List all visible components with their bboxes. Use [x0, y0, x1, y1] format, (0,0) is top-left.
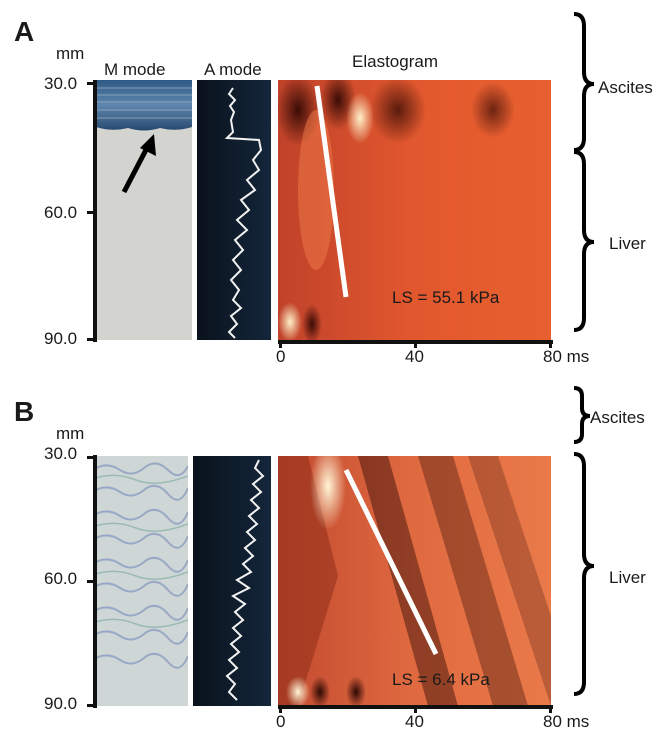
panel-a-arrow-icon — [121, 134, 156, 194]
panel-a-y-tick-label: 90.0 — [44, 329, 78, 348]
panel-b-unit-label: mm — [56, 424, 85, 443]
panel-b-x-tick-label: 80 ms — [543, 712, 590, 731]
panel-a-y-tick-label: 60.0 — [44, 203, 78, 222]
panel-a-x-tick-mark — [549, 340, 552, 348]
panel-a-letter: A — [14, 16, 35, 47]
panel-a-y-tick-label: 30.0 — [44, 74, 78, 93]
panel-b-x-tick-label: 40 — [405, 712, 424, 731]
panel-b-y-tick-label: 60.0 — [44, 569, 78, 588]
panel-a-x-tick-label: 80 ms — [543, 347, 590, 366]
panel-a-x-tick-mark — [279, 340, 282, 348]
panel-a-x-tick-label: 0 — [276, 347, 286, 366]
panel-a-m-mode-title: M mode — [104, 60, 166, 79]
panel-a-braces — [573, 12, 595, 332]
panel-b-x-tick-label: 0 — [276, 712, 286, 731]
panel-b-region-liver: Liver — [609, 568, 646, 587]
panel-a-x-tick-label: 40 — [405, 347, 424, 366]
panel-b-elastogram-image — [278, 456, 551, 706]
panel-b-y-tick-mark — [87, 704, 95, 707]
panel-b-x-tick-mark — [279, 705, 282, 713]
panel-a-unit-label: mm — [56, 44, 85, 63]
panel-a-elastogram-title: Elastogram — [352, 52, 438, 71]
panel-a-y-tick-mark — [87, 82, 95, 85]
panel-a-a-mode-title: A mode — [204, 60, 262, 79]
panel-a-y-tick-mark — [87, 338, 95, 341]
panel-b-m-mode-image — [96, 456, 188, 706]
panel-b-braces — [573, 386, 595, 696]
panel-a-m-mode-image — [96, 80, 192, 340]
panel-a-y-axis — [93, 80, 97, 342]
panel-b-letter: B — [14, 396, 35, 427]
panel-a-region-ascites: Ascites — [598, 78, 653, 97]
panel-b-x-tick-mark — [414, 705, 417, 713]
panel-a-region-liver: Liver — [609, 234, 646, 253]
panel-a-ls-label: LS = 55.1 kPa — [392, 288, 500, 307]
panel-b-ls-label: LS = 6.4 kPa — [392, 670, 490, 689]
panel-b-x-tick-mark — [549, 705, 552, 713]
panel-a-a-mode-image — [197, 80, 271, 340]
panel-b-region-ascites: Ascites — [590, 408, 645, 427]
panel-b-y-tick-label: 90.0 — [44, 694, 78, 713]
panel-b-a-mode-image — [193, 456, 271, 706]
panel-a-elastogram-image — [278, 80, 551, 340]
panel-a-x-tick-mark — [414, 340, 417, 348]
panel-b-y-tick-mark — [87, 580, 95, 583]
panel-b-y-tick-label: 30.0 — [44, 444, 78, 463]
panel-b-y-tick-mark — [87, 456, 95, 459]
panel-a-y-tick-mark — [87, 211, 95, 214]
panel-b-y-axis — [93, 455, 97, 708]
